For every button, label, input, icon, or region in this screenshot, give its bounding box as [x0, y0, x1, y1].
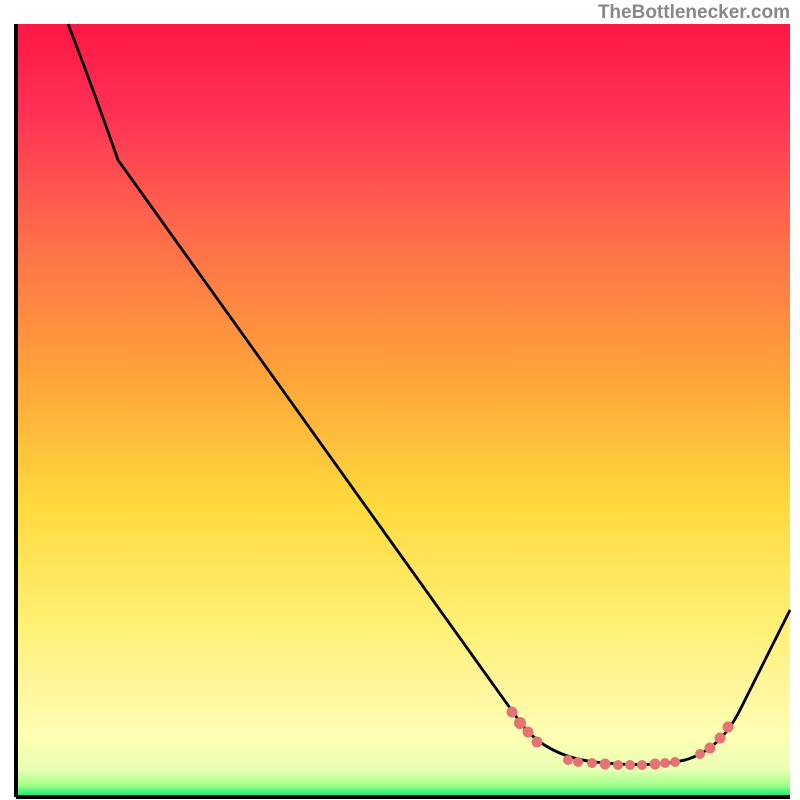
watermark-text: TheBottlenecker.com: [598, 2, 790, 24]
marker-point: [723, 722, 734, 733]
marker-point: [532, 737, 543, 748]
marker-point: [637, 760, 647, 770]
marker-point: [563, 755, 573, 765]
marker-point: [705, 743, 716, 754]
marker-point: [695, 749, 705, 759]
marker-point: [660, 758, 670, 768]
marker-point: [625, 760, 635, 770]
marker-point: [613, 760, 623, 770]
marker-point: [600, 759, 611, 770]
marker-point: [587, 758, 597, 768]
chart-svg: [0, 0, 800, 800]
marker-point: [670, 757, 680, 767]
marker-point: [715, 733, 726, 744]
marker-point: [514, 717, 526, 729]
marker-point: [507, 707, 518, 718]
marker-point: [573, 757, 583, 767]
marker-point: [523, 727, 534, 738]
bottleneck-chart: TheBottlenecker.com: [0, 0, 800, 800]
plot-background: [16, 24, 790, 797]
marker-point: [650, 759, 661, 770]
